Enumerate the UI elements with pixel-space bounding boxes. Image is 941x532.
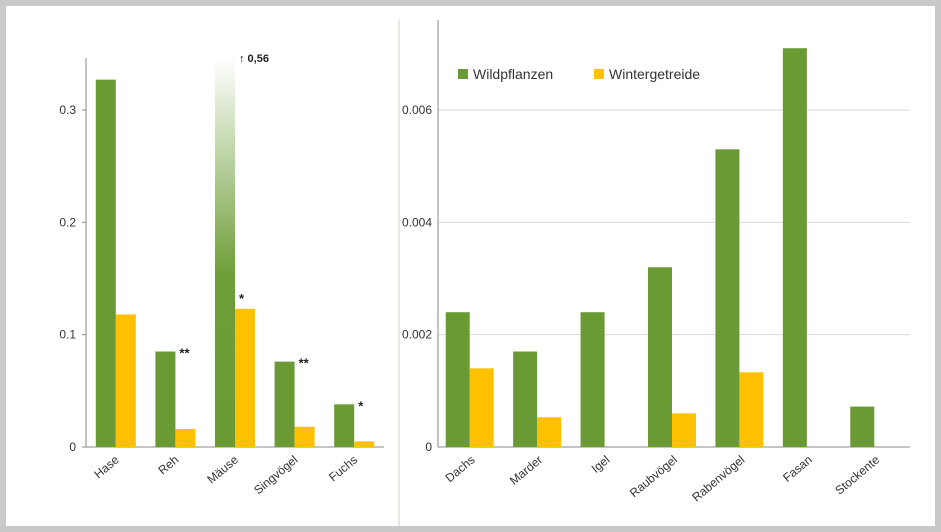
clipped-value-label: ↑ 0,56 <box>239 53 269 65</box>
legend-label-wildpflanzen: Wildpflanzen <box>473 66 553 82</box>
y-tick-label: 0 <box>425 440 432 454</box>
x-category-label: Fasan <box>780 453 815 485</box>
y-tick-label: 0 <box>69 440 76 454</box>
left-chart: 0 0.1 0.2 0.3 Hase ** Reh ↑ 0,56 * Mäuse ** Singvög… <box>59 20 400 526</box>
x-category-label: Dachs <box>443 453 478 486</box>
x-category-label: Fuchs <box>326 453 360 485</box>
x-category-label: Igel <box>589 453 613 476</box>
bar-wildpflanzen-clipped <box>215 58 235 447</box>
bar-wintergetreide <box>115 314 136 447</box>
x-category-label: Raubvögel <box>627 453 680 501</box>
bar-wildpflanzen <box>513 351 538 447</box>
bar-wildpflanzen <box>95 79 116 448</box>
y-tick-label: 0.1 <box>59 328 76 342</box>
y-tick-label: 0.002 <box>402 328 432 342</box>
bar-wintergetreide <box>739 372 764 447</box>
x-category-label: Hase <box>91 452 122 481</box>
bar-wildpflanzen <box>334 404 355 447</box>
x-category-label: Mäuse <box>204 452 241 486</box>
bar-wintergetreide <box>469 368 494 447</box>
charts-svg: 0 0.1 0.2 0.3 Hase ** Reh ↑ 0,56 * Mäuse ** Singvög… <box>59 20 910 526</box>
bar-wildpflanzen <box>782 48 807 447</box>
significance-marker: ** <box>179 346 190 361</box>
bar-wildpflanzen <box>445 312 470 447</box>
legend-label-wintergetreide: Wintergetreide <box>609 66 700 82</box>
x-category-label: Marder <box>507 453 545 488</box>
bar-wintergetreide <box>537 417 562 447</box>
bar-wildpflanzen <box>155 351 176 447</box>
significance-marker: ** <box>299 356 310 371</box>
bar-wintergetreide <box>294 426 315 447</box>
bar-wildpflanzen <box>648 267 672 447</box>
legend: Wildpflanzen Wintergetreide <box>458 66 700 82</box>
legend-swatch-wintergetreide <box>594 69 604 79</box>
bar-wintergetreide <box>354 441 375 447</box>
x-category-label: Reh <box>155 453 181 478</box>
y-tick-label: 0.2 <box>59 215 76 229</box>
bar-wintergetreide <box>175 429 196 447</box>
bar-wintergetreide <box>235 308 255 447</box>
bar-wildpflanzen <box>850 406 875 447</box>
bar-wintergetreide <box>672 413 696 447</box>
significance-marker: * <box>239 291 245 306</box>
bar-wildpflanzen <box>274 361 295 447</box>
bar-wildpflanzen <box>580 312 605 447</box>
significance-marker: * <box>358 398 364 413</box>
y-tick-label: 0.3 <box>59 103 76 117</box>
y-tick-label: 0.006 <box>402 103 432 117</box>
x-category-label: Singvögel <box>251 453 300 498</box>
bar-wildpflanzen <box>715 149 740 448</box>
x-category-label: Stockente <box>832 452 882 497</box>
x-category-label: Rabenvögel <box>689 453 747 505</box>
right-chart: 0 0.002 0.004 0.006 Dachs Marder Igel Raubvögel… <box>402 20 910 504</box>
legend-swatch-wildpflanzen <box>458 69 468 79</box>
chart-frame: 0 0.1 0.2 0.3 Hase ** Reh ↑ 0,56 * Mäuse ** Singvög… <box>6 6 935 526</box>
y-tick-label: 0.004 <box>402 215 432 229</box>
